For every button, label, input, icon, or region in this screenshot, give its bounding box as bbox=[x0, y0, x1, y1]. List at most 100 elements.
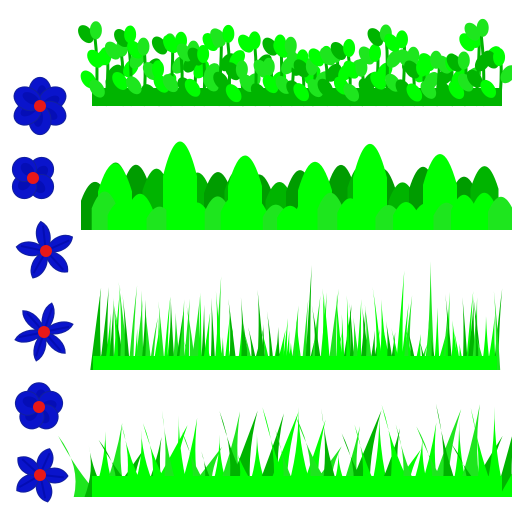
grass-blade bbox=[167, 296, 175, 370]
grass-blade bbox=[301, 299, 309, 370]
flower-petal bbox=[14, 329, 45, 343]
grass-leaf bbox=[457, 51, 470, 70]
grass-blade bbox=[345, 295, 351, 370]
bush-grass-strip bbox=[81, 141, 512, 230]
blue-flower-icon bbox=[15, 220, 74, 279]
grass-blade bbox=[163, 296, 171, 370]
grass-leaf bbox=[407, 46, 420, 65]
grass-blade bbox=[364, 304, 373, 370]
flower-center bbox=[40, 245, 52, 257]
grass-leaf bbox=[235, 60, 248, 79]
grass-leaf bbox=[343, 39, 356, 58]
grass-blade bbox=[190, 295, 201, 370]
flower-petal bbox=[22, 310, 45, 333]
grass-blade bbox=[224, 410, 258, 497]
grass-leaf bbox=[293, 83, 310, 102]
flower-petal bbox=[30, 250, 48, 279]
grass-leaf bbox=[87, 49, 103, 68]
flower-petal bbox=[43, 321, 74, 335]
grass-leaf bbox=[464, 22, 481, 41]
grass-blade bbox=[498, 473, 512, 497]
blue-flower-icon bbox=[11, 156, 55, 200]
grass-leaf bbox=[466, 69, 483, 88]
bush-front bbox=[277, 205, 304, 230]
grass-leaf bbox=[197, 44, 210, 63]
grass-leaf bbox=[500, 65, 512, 84]
bush-front bbox=[450, 194, 477, 230]
grass-blade bbox=[395, 270, 405, 370]
grass-leaf bbox=[355, 58, 368, 77]
flower-center bbox=[34, 469, 46, 481]
grass-leaf bbox=[152, 60, 165, 79]
blue-flower-icon bbox=[14, 382, 64, 430]
grass-blade bbox=[99, 286, 109, 370]
flower-column bbox=[11, 76, 74, 503]
bush-front bbox=[183, 202, 210, 230]
flower-petal bbox=[35, 220, 51, 252]
grass-blade bbox=[462, 296, 469, 370]
grass-leaf bbox=[213, 71, 229, 90]
blue-flower-icon bbox=[16, 448, 69, 503]
grass-blade bbox=[335, 294, 344, 370]
grass-blade bbox=[128, 285, 138, 370]
grass-blade bbox=[311, 304, 323, 370]
grass-leaf bbox=[358, 78, 375, 97]
grass-leaf bbox=[395, 30, 408, 49]
grass-blade bbox=[304, 264, 312, 370]
grass-leaf bbox=[476, 18, 489, 37]
grass-leaf bbox=[262, 57, 275, 76]
grass-leaf bbox=[225, 84, 242, 103]
bush-front bbox=[241, 198, 268, 230]
flower-center bbox=[38, 326, 50, 338]
grass-blade bbox=[349, 302, 355, 370]
grass-blade bbox=[137, 290, 144, 370]
grass-leaf bbox=[89, 21, 102, 40]
grass-blade bbox=[58, 435, 101, 497]
grass-leaf bbox=[184, 78, 201, 97]
wide-grass-strip bbox=[58, 403, 512, 497]
grass-blade bbox=[84, 445, 108, 497]
bush-front bbox=[296, 192, 323, 230]
grass-blade bbox=[433, 307, 440, 370]
grass-leaf bbox=[141, 84, 158, 103]
flower-center bbox=[33, 401, 45, 413]
bush-front bbox=[412, 203, 439, 230]
grass-leaf bbox=[406, 83, 423, 102]
grass-blade bbox=[210, 297, 216, 370]
grass-leaf bbox=[367, 28, 384, 47]
grass-leaf bbox=[222, 24, 235, 43]
grass-leaf bbox=[317, 78, 334, 97]
grass-leaf bbox=[330, 41, 347, 60]
flower-petal bbox=[45, 250, 69, 273]
grass-blade bbox=[327, 288, 339, 370]
grass-blade bbox=[400, 302, 409, 370]
grass-leaf bbox=[78, 25, 94, 44]
flower-petal bbox=[43, 331, 66, 354]
bush-front bbox=[393, 201, 420, 230]
grass-blade bbox=[264, 411, 299, 497]
grass-blade bbox=[426, 261, 435, 370]
grass-blade bbox=[320, 408, 342, 497]
grass-leaf bbox=[124, 25, 137, 44]
flower-center bbox=[34, 100, 46, 112]
grass-blade bbox=[445, 293, 453, 370]
grass-blade bbox=[356, 298, 362, 370]
grass-leaf bbox=[436, 81, 452, 100]
grass-blade bbox=[122, 294, 131, 370]
grass-blade bbox=[493, 288, 503, 370]
grass-blade bbox=[465, 291, 474, 370]
bush-front bbox=[488, 196, 512, 230]
grass-leaf bbox=[343, 83, 360, 102]
grass-blade bbox=[493, 290, 501, 370]
bush-front bbox=[220, 196, 247, 230]
grass-blade bbox=[144, 309, 153, 370]
grass-blade bbox=[183, 298, 190, 370]
flower-petal bbox=[33, 331, 47, 362]
grass-blade bbox=[402, 295, 413, 370]
grass-leaf bbox=[284, 36, 297, 55]
thin-grass-strip bbox=[90, 261, 503, 370]
grass-leaf bbox=[480, 79, 497, 98]
grass-leaf bbox=[293, 59, 310, 78]
grass-blade bbox=[108, 300, 115, 370]
